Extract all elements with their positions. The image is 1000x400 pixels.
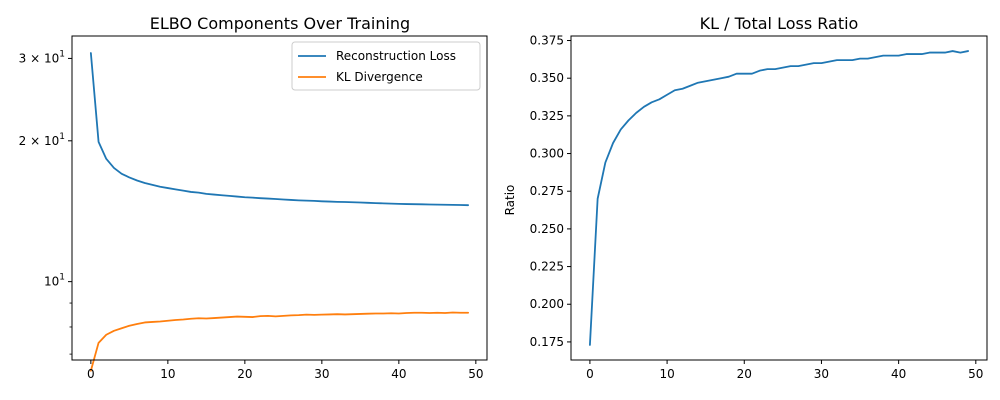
y-axis-label: Ratio <box>503 185 517 216</box>
chart-elbo-components: ELBO Components Over Training 0 10 20 30 40 5… <box>19 14 488 381</box>
series-line-reconstruction-loss <box>89 52 470 207</box>
legend: Reconstruction Loss KL Divergence <box>291 41 481 91</box>
y-tick-label-0.175: 0.175 <box>530 335 564 349</box>
plot-frame <box>71 35 488 361</box>
plot-frame <box>570 35 988 361</box>
x-tick-label-50: 50 <box>968 367 983 381</box>
y-tick-label-10: 101 <box>44 273 65 289</box>
y-tick-label-0.250: 0.250 <box>530 222 564 236</box>
series-line-series-0 <box>589 50 969 346</box>
series-line-kl-divergence <box>89 311 470 372</box>
x-tick-label-40: 40 <box>891 367 906 381</box>
x-axis-ticks: 0 10 20 30 40 50 <box>87 360 483 381</box>
series-layer <box>589 50 969 346</box>
y-tick-label-0.300: 0.300 <box>530 147 564 161</box>
y-axis-ticks: 0.175 0.200 0.225 0.250 0.275 0.300 0.325 0.350… <box>530 34 571 349</box>
x-tick-label-20: 20 <box>237 367 252 381</box>
x-tick-label-0: 0 <box>586 367 594 381</box>
y-tick-label-30: 3 × 101 <box>19 49 65 65</box>
chart-title: ELBO Components Over Training <box>150 14 410 33</box>
x-axis-ticks: 0 10 20 30 40 50 <box>586 360 983 381</box>
x-tick-label-30: 30 <box>314 367 329 381</box>
x-tick-label-10: 10 <box>160 367 175 381</box>
legend-box <box>291 41 481 91</box>
x-tick-label-10: 10 <box>659 367 674 381</box>
y-tick-label-0.375: 0.375 <box>530 34 564 48</box>
x-tick-label-40: 40 <box>391 367 406 381</box>
y-tick-label-0.200: 0.200 <box>530 297 564 311</box>
legend-label-kl-divergence: KL Divergence <box>336 70 423 84</box>
y-tick-label-20: 2 × 101 <box>19 132 65 148</box>
y-axis-ticks: 101 2 × 101 3 × 101 <box>19 49 72 355</box>
y-tick-label-0.325: 0.325 <box>530 109 564 123</box>
x-tick-label-30: 30 <box>814 367 829 381</box>
series-layer <box>89 52 470 372</box>
y-tick-label-0.350: 0.350 <box>530 71 564 85</box>
legend-label-reconstruction-loss: Reconstruction Loss <box>336 49 456 63</box>
x-tick-label-50: 50 <box>468 367 483 381</box>
chart-kl-ratio: KL / Total Loss Ratio Ratio 0 10 20 30 40 50 … <box>503 14 988 381</box>
y-tick-label-0.225: 0.225 <box>530 260 564 274</box>
x-tick-label-20: 20 <box>737 367 752 381</box>
chart-title: KL / Total Loss Ratio <box>700 14 859 33</box>
x-tick-label-0: 0 <box>87 367 95 381</box>
y-tick-label-0.275: 0.275 <box>530 184 564 198</box>
